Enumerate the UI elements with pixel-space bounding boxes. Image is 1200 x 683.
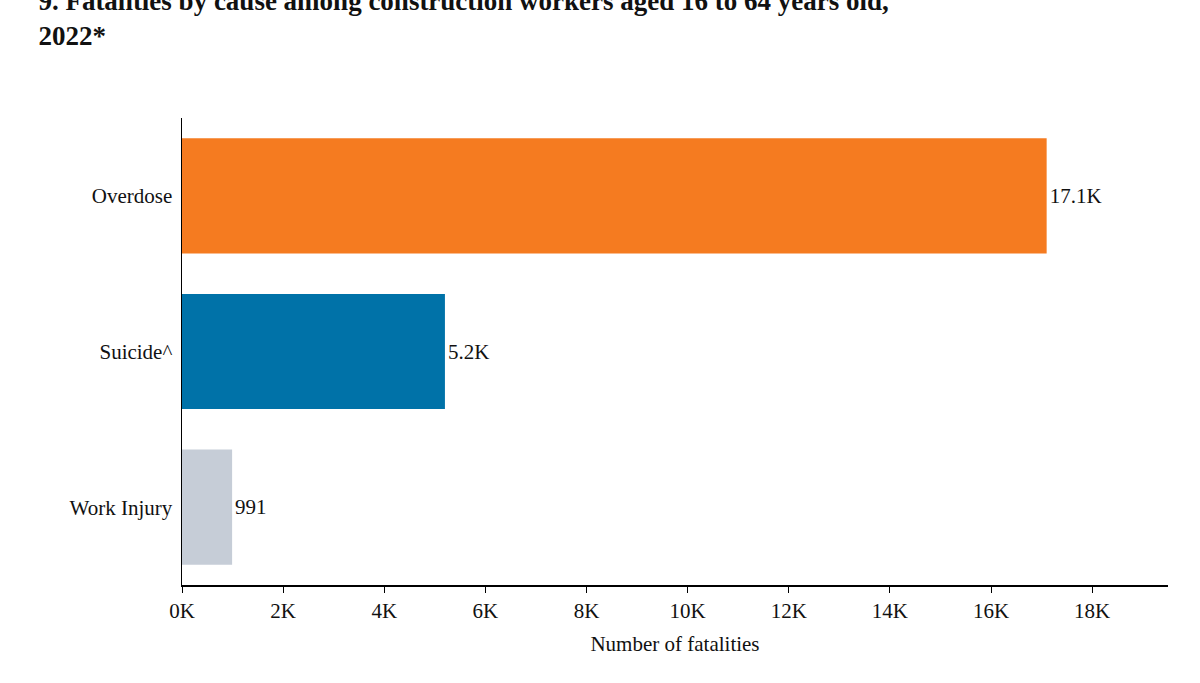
svg-text:5.2K: 5.2K [448,340,489,364]
svg-text:0K: 0K [169,599,195,623]
svg-text:16K: 16K [973,599,1009,623]
svg-text:17.1K: 17.1K [1050,184,1102,208]
svg-text:Work Injury: Work Injury [70,496,173,520]
svg-text:10K: 10K [670,599,706,623]
svg-text:Number of fatalities: Number of fatalities [590,632,759,656]
svg-text:12K: 12K [771,599,807,623]
svg-text:2K: 2K [270,599,296,623]
svg-text:Suicide^: Suicide^ [99,340,172,364]
svg-text:4K: 4K [371,599,397,623]
svg-text:18K: 18K [1074,599,1110,623]
svg-text:991: 991 [235,495,266,519]
svg-text:14K: 14K [872,599,908,623]
svg-text:9. Fatalities by cause among c: 9. Fatalities by cause among constructio… [38,0,888,51]
svg-text:8K: 8K [574,599,600,623]
svg-text:Overdose: Overdose [92,184,172,208]
svg-text:6K: 6K [473,599,499,623]
